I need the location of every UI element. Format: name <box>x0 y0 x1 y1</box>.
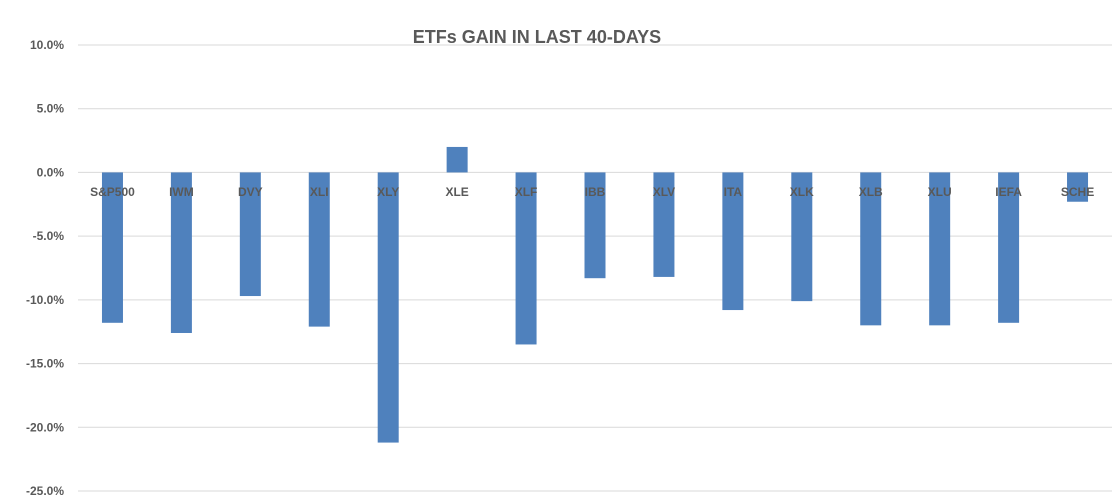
category-label: XLE <box>445 185 468 199</box>
bar-xlb <box>860 172 882 326</box>
bar-xlk <box>791 172 813 302</box>
bar-xlu <box>929 172 951 326</box>
bar-xli <box>308 172 330 327</box>
bar-sp500 <box>101 172 123 323</box>
category-label: XLV <box>653 185 675 199</box>
y-tick-label: 0.0% <box>37 165 65 179</box>
category-label: IEFA <box>995 185 1022 199</box>
category-label: XLB <box>859 185 883 199</box>
category-label: XLI <box>310 185 329 199</box>
category-label: SCHE <box>1061 185 1094 199</box>
bar-ibb <box>584 172 606 279</box>
category-label: DVY <box>238 185 263 199</box>
bar-iwm <box>170 172 192 333</box>
y-tick-label: -15.0% <box>26 357 64 371</box>
bars <box>101 146 1089 443</box>
category-label: ITA <box>724 185 743 199</box>
category-label: XLK <box>790 185 814 199</box>
y-tick-label: -5.0% <box>33 229 65 243</box>
y-tick-label: -25.0% <box>26 484 64 498</box>
chart-title: ETFs GAIN IN LAST 40-DAYS <box>413 27 661 47</box>
y-tick-label: 5.0% <box>37 102 65 116</box>
category-label: IBB <box>585 185 606 199</box>
y-tick-label: -20.0% <box>26 420 64 434</box>
bar-dvy <box>239 172 261 297</box>
bar-xly <box>377 172 399 443</box>
bar-sche <box>1067 172 1089 202</box>
category-label: IWM <box>169 185 194 199</box>
bar-iefa <box>998 172 1020 323</box>
bar-xlv <box>653 172 675 277</box>
category-labels: S&P500 IWM DVY XLI XLY XLE XLF IBB XLV ITA XLK XLB X… <box>90 185 1094 199</box>
category-label: XLU <box>928 185 952 199</box>
bar-xle <box>446 146 468 173</box>
category-label: S&P500 <box>90 185 135 199</box>
bar-ita <box>722 172 744 311</box>
category-label: XLY <box>377 185 399 199</box>
y-tick-label: 10.0% <box>30 38 64 52</box>
category-label: XLF <box>515 185 538 199</box>
y-axis-tick-labels: 10.0% 5.0% 0.0% -5.0% -10.0% -15.0% -20.0% -25.… <box>26 38 64 498</box>
bar-xlf <box>515 172 537 345</box>
y-tick-label: -10.0% <box>26 293 64 307</box>
